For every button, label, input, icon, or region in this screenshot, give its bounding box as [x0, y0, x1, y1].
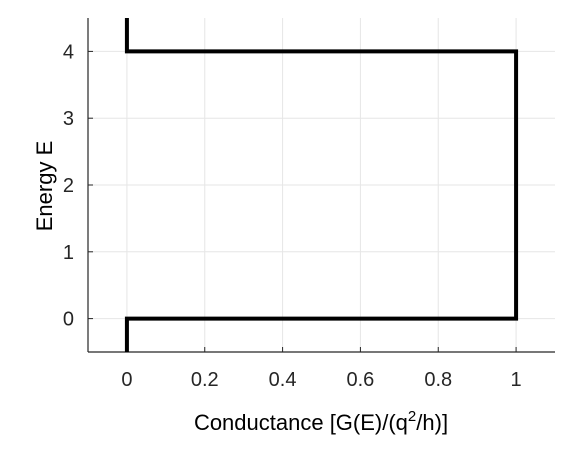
x-tick-label: 0.8 [424, 369, 452, 391]
grid [88, 18, 555, 352]
y-tick-label: 4 [63, 41, 74, 63]
y-tick-label: 0 [63, 309, 74, 331]
x-tick-label: 0.6 [347, 369, 375, 391]
x-tick-label: 1 [511, 369, 522, 391]
x-tick-label: 0.2 [191, 369, 219, 391]
y-tick-label: 3 [63, 108, 74, 130]
y-tick-label: 2 [63, 175, 74, 197]
y-axis-label: Energy E [32, 141, 57, 232]
x-axis-label: Conductance [G(E)/(q2/h)] [194, 408, 448, 435]
y-tick-labels: 0 1 2 3 4 [63, 41, 74, 330]
data-series [124, 18, 519, 352]
x-tick-labels: 0 0.2 0.4 0.6 0.8 1 [121, 369, 521, 391]
x-tick-label: 0 [121, 369, 132, 391]
y-tick-label: 1 [63, 242, 74, 264]
conductance-series-line [124, 18, 519, 352]
x-tick-label: 0.4 [269, 369, 297, 391]
